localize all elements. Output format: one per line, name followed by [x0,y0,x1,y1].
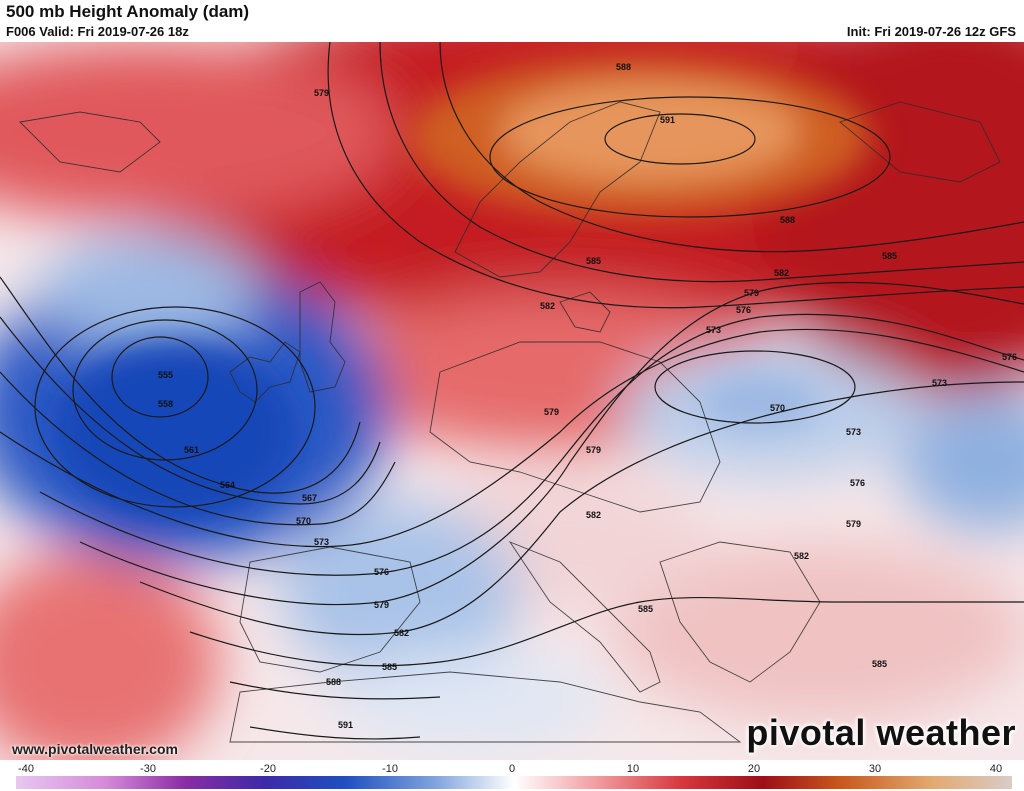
brand-logo: pivotal weather [746,712,1016,753]
colorbar [16,776,1012,789]
contour-label: 591 [660,115,675,125]
contour-label: 579 [544,407,559,417]
contour-567 [0,316,381,505]
contour-label: 573 [932,378,947,388]
contour-label: 561 [184,445,199,455]
contour-label: 579 [744,288,759,298]
colorbar-tick: -10 [382,763,398,775]
contour-label: 579 [846,519,861,529]
contour-label: 582 [540,301,555,311]
contour-label: 588 [780,215,795,225]
contour-label: 579 [314,88,329,98]
contour-558 [72,319,258,461]
contour-label: 570 [296,516,311,526]
contour-label: 588 [326,677,341,687]
contour-label: 576 [736,305,751,315]
contour-582 [139,381,1024,636]
contour-label: 573 [706,325,721,335]
anomaly-map: 555 558 561 564 567 570 573 576 579 582 … [0,42,1024,760]
contour-label: 579 [586,445,601,455]
map-title: 500 mb Height Anomaly (dam) [6,2,250,21]
valid-time: F006 Valid: Fri 2019-07-26 18z [6,24,189,39]
header: 500 mb Height Anomaly (dam) F006 Valid: … [0,0,1024,42]
contour-label: 585 [382,662,397,672]
contour-label: 582 [774,268,789,278]
contour-588 [489,96,891,218]
contour-label: 573 [846,427,861,437]
colorbar-tick: 0 [508,763,516,775]
contour-label: 576 [850,478,865,488]
contour-label: 579 [374,600,389,610]
coastlines [19,101,1001,743]
colorbar-tick: -30 [140,763,156,775]
contour-label: 555 [158,370,173,380]
contour-585 [189,596,1024,667]
contour-591 [604,113,756,165]
contour-label: 582 [394,628,409,638]
website-url: www.pivotalweather.com [12,741,178,757]
contour-label: 585 [638,604,653,614]
contour-label: 567 [302,493,317,503]
contour-label: 585 [586,256,601,266]
contour-label: 570 [770,403,785,413]
contour-label: 558 [158,399,173,409]
contour-555 [111,336,209,418]
contour-label: 582 [794,551,809,561]
init-time: Init: Fri 2019-07-26 12z GFS [846,24,1016,39]
contour-564 [0,276,361,494]
contour-label: 585 [882,251,897,261]
contour-label: 576 [374,567,389,577]
colorbar-tick: -40 [18,763,34,775]
contour-label: 588 [616,62,631,72]
contour-label: 585 [872,659,887,669]
contour-label: 573 [314,537,329,547]
colorbar-tick: 30 [868,763,882,775]
colorbar-tick: 10 [626,763,640,775]
contour-561 [34,306,316,508]
contour-579 [79,281,1024,606]
contour-573 [0,328,1024,548]
colorbar-tick: 40 [989,763,1003,775]
colorbar-tick: 20 [747,763,761,775]
contour-591-south [249,726,421,740]
height-contours [0,42,1024,740]
contour-588-south [229,681,441,700]
contour-labels: 555 558 561 564 567 570 573 576 579 582 … [158,62,1017,730]
contour-label: 582 [586,510,601,520]
contour-585-north [439,42,1024,253]
contour-582-north [379,42,1024,283]
contour-label: 564 [220,480,235,490]
contour-579-north [327,42,1024,309]
colorbar-tick: -20 [260,763,276,775]
contour-576 [39,313,1024,576]
contour-label: 591 [338,720,353,730]
contour-570-east [654,350,856,424]
contour-570 [0,371,396,526]
contour-label: 576 [1002,352,1017,362]
